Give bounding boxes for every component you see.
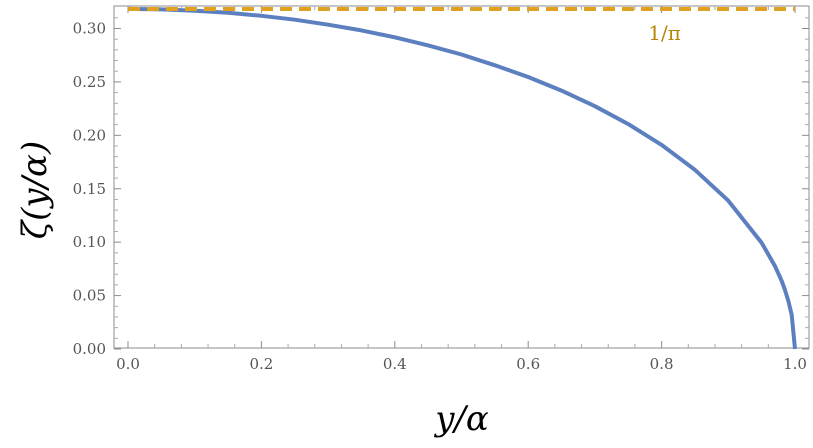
y-tick-label: 0.30	[73, 20, 106, 38]
y-tick-label: 0.15	[73, 180, 106, 198]
x-tick-label: 0.8	[650, 355, 674, 373]
y-tick-label: 0.00	[73, 340, 106, 358]
x-tick-label: 0.4	[383, 355, 407, 373]
y-tick-label: 0.05	[73, 287, 106, 305]
one-over-pi-label: 1/π	[648, 21, 681, 45]
series-group	[127, 6, 797, 350]
x-tick-label: 0.2	[249, 355, 273, 373]
x-tick-label: 1.0	[783, 355, 807, 373]
x-tick-label: 0.6	[516, 355, 540, 373]
x-axis-title: y/α	[433, 399, 489, 439]
zeta-curve	[127, 6, 797, 350]
y-tick-label: 0.10	[73, 233, 106, 251]
y-tick-label: 0.25	[73, 73, 106, 91]
x-tick-label: 0.0	[116, 355, 140, 373]
y-axis-title: ζ(y/α)	[15, 141, 55, 240]
plot-frame	[113, 5, 810, 349]
axis-labels: 0.0 0.2 0.4 0.6 0.8 1.0 0.00 0.05 0.10 0.15 0.20 0.…	[15, 20, 807, 440]
y-tick-label: 0.20	[73, 126, 106, 144]
